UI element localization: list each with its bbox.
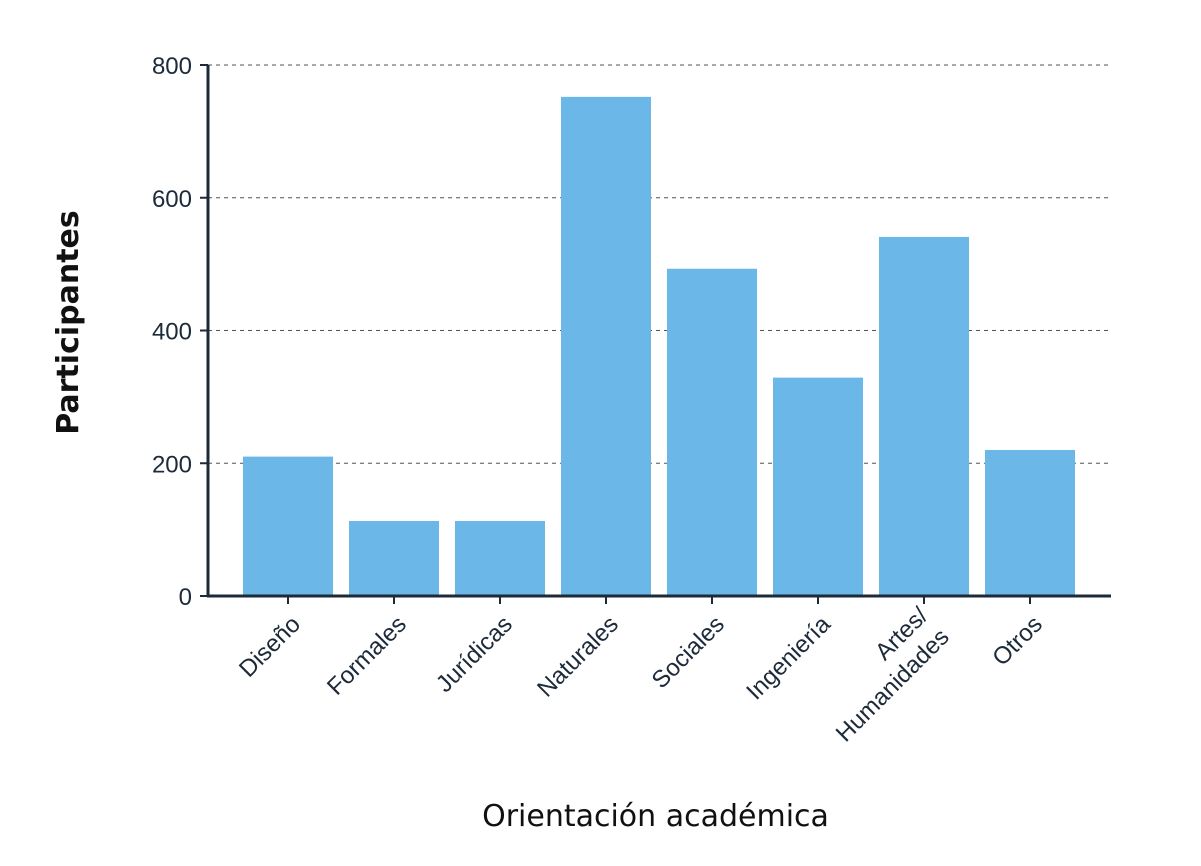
bar xyxy=(349,520,439,596)
y-tick-label: 800 xyxy=(152,53,192,80)
x-tick-label: Jurídicas xyxy=(431,611,518,698)
x-tick-label: Ingeniería xyxy=(741,610,836,705)
x-tick-label-group: Otros xyxy=(987,611,1048,672)
x-tick-label: Naturales xyxy=(532,611,624,703)
bar xyxy=(243,456,333,596)
x-tick-label-group: Naturales xyxy=(532,611,624,703)
x-tick-label-group: Ingeniería xyxy=(741,610,836,705)
bar xyxy=(879,236,969,596)
x-tick-label: Formales xyxy=(322,611,412,701)
bar xyxy=(773,377,863,596)
bar xyxy=(667,268,757,596)
x-tick-label-group: Artes/Humanidades xyxy=(810,602,955,747)
x-tick-label: Artes/Humanidades xyxy=(810,602,955,747)
bar xyxy=(561,96,651,597)
y-tick-label: 600 xyxy=(152,186,192,213)
x-axis-title: Orientación académica xyxy=(482,799,829,834)
y-tick-label: 400 xyxy=(152,319,192,346)
y-tick-label: 0 xyxy=(179,584,192,611)
y-ticks: 0 200 400 600 800 xyxy=(152,53,208,611)
x-tick-label-group: Sociales xyxy=(647,611,730,694)
x-tick-label: Sociales xyxy=(647,611,730,694)
x-tick-label: Diseño xyxy=(234,611,306,683)
bar xyxy=(455,520,545,596)
y-axis-title: Participantes xyxy=(51,210,86,435)
x-tick-label: Otros xyxy=(987,611,1048,672)
x-ticks: Diseño Formales Jurídicas Naturales Sociales… xyxy=(234,596,1048,747)
bars xyxy=(243,96,1075,597)
x-tick-label-group: Formales xyxy=(322,611,412,701)
grid-lines xyxy=(208,64,1111,464)
bar xyxy=(985,449,1075,596)
x-tick-label-group: Jurídicas xyxy=(431,611,518,698)
x-tick-label-group: Diseño xyxy=(234,611,306,683)
y-tick-label: 200 xyxy=(152,451,192,478)
